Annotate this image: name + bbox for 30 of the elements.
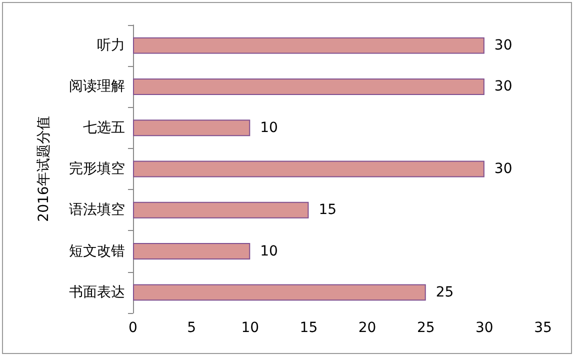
x-tick-label: 0 — [128, 320, 138, 336]
x-tick-label: 10 — [241, 320, 260, 336]
data-label: 15 — [318, 202, 337, 218]
x-tick-label: 15 — [300, 320, 318, 336]
bar — [133, 284, 426, 301]
x-tick-label: 20 — [358, 320, 376, 336]
data-label: 30 — [494, 38, 512, 54]
y-axis-title: 2016年试题分值 — [36, 116, 52, 222]
y-tick-label: 语法填空 — [69, 202, 125, 218]
x-tick-label: 30 — [476, 320, 494, 336]
bar — [133, 120, 250, 136]
y-tick-label: 书面表达 — [69, 284, 125, 300]
data-label: 25 — [436, 284, 454, 300]
x-tick-label: 35 — [534, 320, 552, 336]
data-label: 10 — [260, 243, 278, 260]
y-tick-label: 完形填空 — [69, 161, 125, 177]
bar — [133, 160, 484, 178]
data-label: 30 — [494, 78, 512, 95]
data-label: 30 — [494, 161, 512, 177]
bar — [133, 202, 309, 218]
bar — [133, 243, 250, 260]
y-tick-label: 听力 — [97, 38, 125, 54]
data-label: 10 — [260, 120, 278, 136]
bar — [133, 78, 484, 95]
bar — [133, 37, 484, 54]
y-tick-label: 阅读理解 — [69, 78, 125, 95]
x-tick-label: 25 — [416, 320, 435, 336]
x-tick-label: 5 — [187, 320, 196, 336]
y-tick-label: 短文改错 — [69, 243, 125, 260]
y-tick-label: 七选五 — [83, 120, 125, 136]
